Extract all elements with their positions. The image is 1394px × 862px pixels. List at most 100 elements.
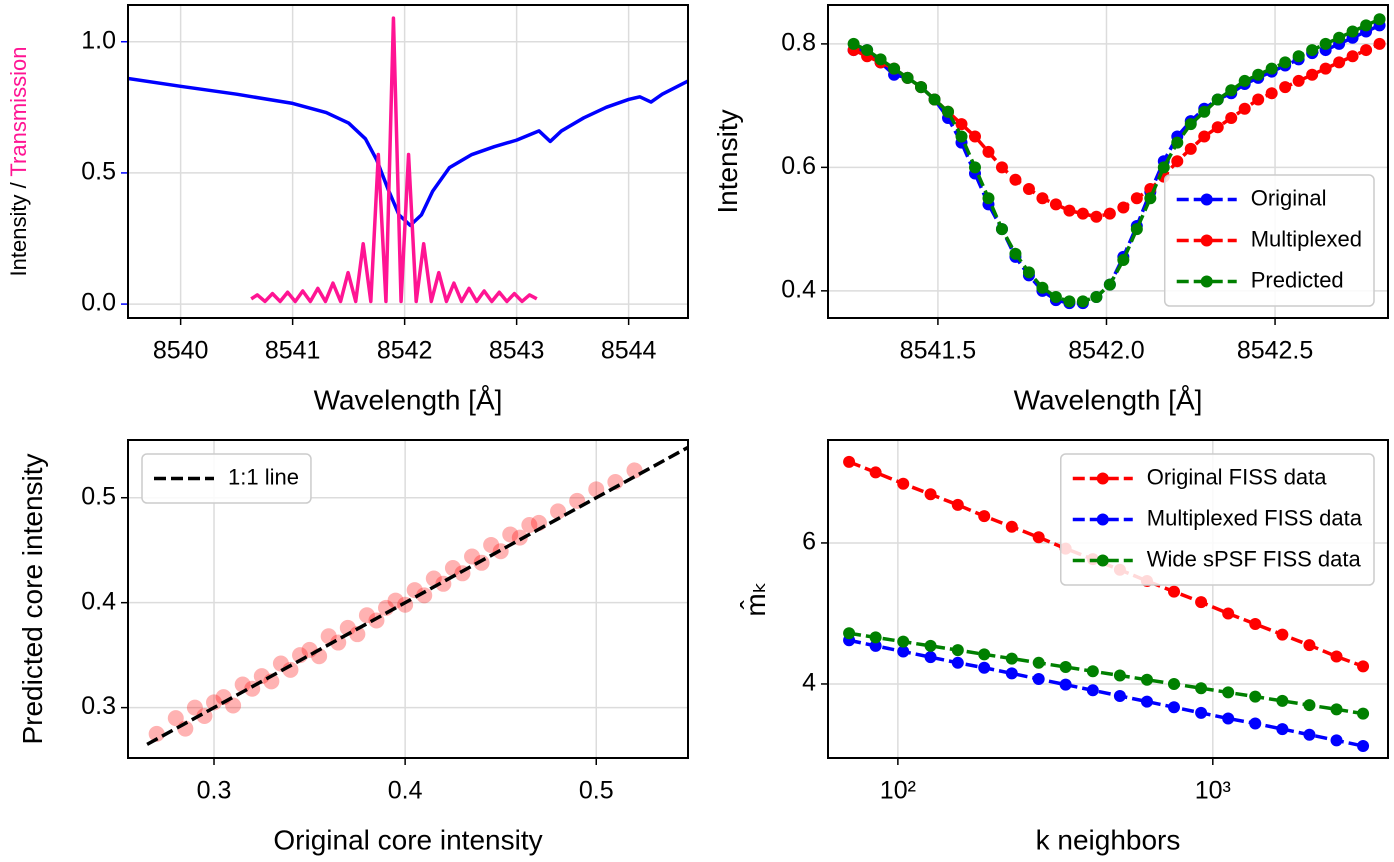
series-marker [1022,266,1035,279]
series-marker [1090,291,1103,304]
series-marker [1090,210,1103,223]
y-axis-label-part: Intensity / [6,177,31,277]
series-marker [924,488,937,501]
scatter-point [521,517,538,534]
y-axis-label: Predicted core intensity [17,453,48,744]
y-axis-label-part: Transmission [6,47,31,177]
x-tick-label: 10³ [1195,777,1231,805]
series-marker [1319,37,1332,50]
series-marker [1222,686,1235,699]
series-marker [1168,677,1181,690]
legend-label: Predicted [1251,267,1344,292]
series-marker [1086,665,1099,678]
y-axis-label-part: Predicted core intensity [17,453,48,744]
scatter-point [167,710,184,727]
legend: Original FISS data Multiplexed FISS data W… [1060,453,1375,586]
series-marker [1303,699,1316,712]
series-marker [951,498,964,511]
series-marker [1357,740,1370,753]
y-axis-label-part: Intensity [712,109,743,213]
series-marker [1140,695,1153,708]
scatter-point [473,554,490,571]
series-marker [951,644,964,657]
series-marker [1306,44,1319,57]
plot-area [128,16,688,304]
y-tick-label: 0.4 [781,275,816,303]
series-marker [982,192,995,205]
series-marker [1130,192,1143,205]
series-marker [1252,68,1265,81]
series-marker [1049,291,1062,304]
series-marker [1303,728,1316,741]
x-axis-label: k neighbors [1036,824,1181,855]
legend-marker [1096,554,1109,567]
series-marker [1198,105,1211,118]
series-marker [1005,667,1018,680]
series-marker [1076,295,1089,308]
series-marker [1009,173,1022,186]
series-marker [901,71,914,84]
series-marker [1117,201,1130,214]
scatter-point [186,699,203,716]
scatter-point [282,661,299,678]
series-marker [1211,121,1224,134]
legend-marker [1200,275,1213,288]
series-marker [1171,155,1184,168]
series-marker [1086,684,1099,697]
y-tick-label: 0.5 [81,158,116,186]
legend-box [1060,453,1375,586]
scatter-point [502,526,519,543]
series-marker [1333,31,1346,44]
y-axis-label: m̂ₖ [740,581,771,616]
series-marker [1198,130,1211,143]
series-marker [1357,660,1370,673]
x-tick-label: 8542.0 [1068,337,1144,365]
series-marker [1059,661,1072,674]
series-marker [968,161,981,174]
series-marker [869,631,882,644]
legend-box [1163,174,1375,307]
scatter-point [387,592,404,609]
legend-label: Multiplexed FISS data [1147,505,1363,530]
legend: Original Multiplexed Predicted [1163,174,1375,307]
legend-label: Wide sPSF FISS data [1147,546,1362,571]
scatter-point [464,548,481,565]
series-marker [1238,74,1251,87]
x-tick-label: 0.3 [197,777,232,805]
series-marker [1032,673,1045,686]
series-marker [1249,690,1262,703]
scatter-point [483,536,500,553]
series-marker [1059,678,1072,691]
plot-area [847,13,1386,310]
series-marker [1276,694,1289,707]
series-marker [1171,136,1184,149]
y-tick-label: 0.3 [81,692,116,720]
series-marker [1032,656,1045,669]
series-marker [1276,628,1289,641]
x-tick-label: 8544 [601,337,657,365]
series-marker [1265,87,1278,100]
legend-box [141,453,312,504]
series-marker [1144,192,1157,205]
x-tick-label: 8541.5 [900,337,976,365]
series-marker [1130,223,1143,236]
series-marker [1333,56,1346,69]
y-axis-label-part: m̂ₖ [740,581,771,616]
y-tick-label: 1.0 [81,26,116,54]
legend-marker [1200,193,1213,206]
series-marker [978,648,991,661]
series-marker [1357,707,1370,720]
scatter-point [206,694,223,711]
series-marker [1022,182,1035,195]
series-marker [897,635,910,648]
x-tick-label: 8542 [377,337,433,365]
series-marker [869,466,882,479]
series-marker [1117,253,1130,266]
series-marker [1225,111,1238,124]
scatter-point [550,503,567,520]
series-marker [1276,723,1289,736]
series-marker [1113,689,1126,702]
series-marker [897,645,910,658]
scatter-point [339,619,356,636]
series-line [250,16,538,304]
